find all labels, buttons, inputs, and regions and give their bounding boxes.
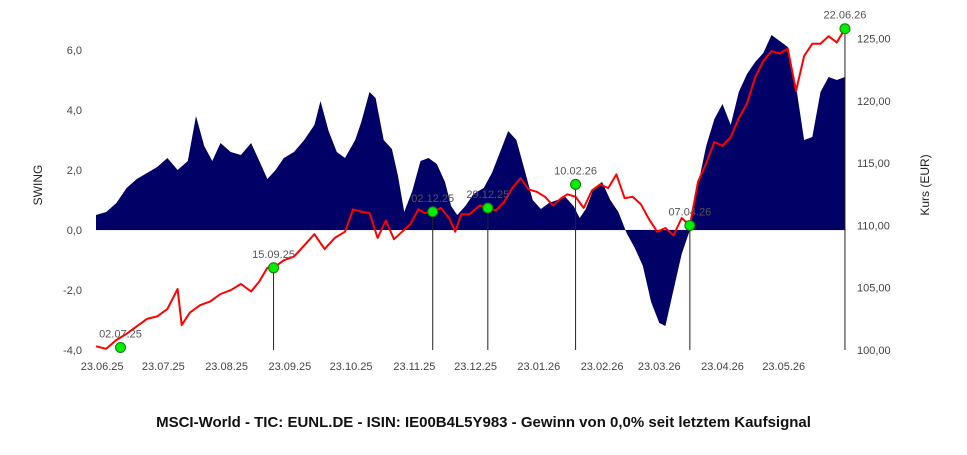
buy-signal-marker: [570, 178, 582, 190]
x-tick-label: 23.08.25: [205, 361, 248, 373]
x-tick-label: 23.03.26: [638, 361, 681, 373]
y-axis-label-left: SWING: [31, 165, 45, 206]
x-tick-label: 23.09.25: [268, 361, 311, 373]
x-tick-label: 23.10.25: [330, 361, 373, 373]
x-tick-label: 23.07.25: [142, 361, 185, 373]
y-right-tick-label: 115,00: [857, 158, 890, 170]
x-tick-label: 23.05.26: [762, 361, 805, 373]
swing-area-layer: [96, 35, 845, 326]
signal-date-label: 02.07.25: [99, 329, 142, 341]
signal-date-label: 15.09.25: [252, 249, 295, 261]
x-tick-label: 23.02.26: [581, 361, 624, 373]
buy-signal-marker: [427, 206, 439, 218]
y-axis-label-right: Kurs (EUR): [918, 154, 932, 215]
chart-caption: MSCI-World - TIC: EUNL.DE - ISIN: IE00B4…: [156, 414, 811, 431]
series-swing-area: [96, 35, 845, 326]
signal-date-label: 02.12.25: [411, 193, 454, 205]
y-right-tick-label: 105,00: [857, 283, 891, 295]
y-right-tick-label: 100,00: [857, 345, 891, 357]
buy-signals-layer: 02.07.25 15.09.25 02.12.25 29.12.25 10.02.26…: [99, 10, 867, 354]
x-tick-label: 23.06.25: [81, 361, 124, 373]
axes-layer: -4,0 -2,0 0,0 2,0 4,0 6,0 100,00 105,00 110,00 11…: [63, 34, 891, 373]
buy-signal-marker: [268, 262, 280, 274]
y-right-tick-label: 125,00: [857, 34, 891, 46]
y-left-tick-label: -4,0: [63, 345, 82, 357]
x-tick-label: 23.04.26: [701, 361, 744, 373]
signal-date-label: 29.12.25: [466, 189, 509, 201]
buy-signal-marker: [684, 219, 696, 231]
buy-signal-marker: [114, 342, 126, 354]
y-right-tick-label: 120,00: [857, 96, 891, 108]
signal-date-label: 10.02.26: [554, 165, 597, 177]
x-tick-label: 23.11.25: [393, 361, 435, 373]
y-right-tick-label: 110,00: [857, 220, 890, 232]
buy-signal-marker: [482, 202, 494, 214]
signal-date-label: 22.06.26: [824, 10, 867, 22]
y-left-tick-label: 0,0: [67, 225, 82, 237]
x-tick-label: 23.01.26: [517, 361, 560, 373]
y-left-tick-label: 2,0: [67, 165, 82, 177]
y-left-tick-label: 4,0: [67, 105, 82, 117]
y-left-tick-label: 6,0: [67, 45, 82, 57]
buy-signal-marker: [839, 23, 851, 35]
swing-chart: 02.07.25 15.09.25 02.12.25 29.12.25 10.02.26…: [31, 10, 932, 373]
x-tick-label: 23.12.25: [454, 361, 497, 373]
signal-date-label: 07.04.26: [668, 206, 711, 218]
y-left-tick-label: -2,0: [63, 285, 82, 297]
